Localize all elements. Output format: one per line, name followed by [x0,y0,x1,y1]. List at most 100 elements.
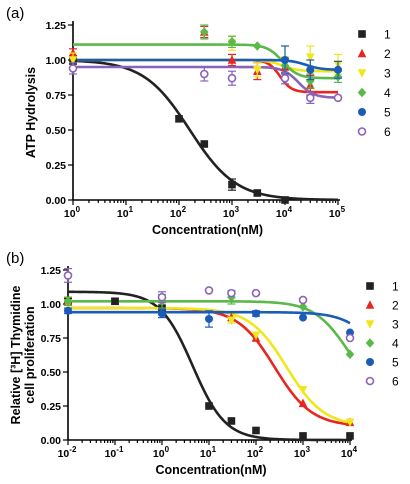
y-tick-label: 0.75 [46,90,67,102]
y-tick-label: 0.50 [46,125,67,137]
fit-curve-series-5 [73,58,339,71]
legend: 1 2 3 4 5 6 [365,280,399,389]
data-point-series-5 [158,309,166,318]
x-tick-label: 10-1 [105,445,124,460]
x-tick-exponent: 3 [235,205,240,214]
x-tick-label: 102 [247,445,264,460]
y-tick-label: 1.00 [41,299,62,311]
x-axis-title: Concentration(nM) [152,223,263,237]
x-tick-label: 104 [276,205,293,220]
data-point-series-6 [251,288,261,298]
legend-marker-2 [357,48,367,58]
legend-marker-5 [366,358,374,366]
data-point-series-4 [298,301,308,312]
data-point-series-6 [199,69,209,79]
data-point-series-1 [205,402,213,410]
y-tick-label: 0.00 [41,435,62,447]
legend-marker-2 [365,300,375,309]
data-point-series-5 [281,56,289,64]
data-point-series-4 [63,296,73,307]
data-point-series-1 [227,417,236,425]
y-tick-label: 0.75 [41,333,62,345]
legend-marker-4 [365,338,375,348]
data-point-series-6 [227,288,236,298]
data-point-series-5 [205,314,213,323]
legend-marker-6 [365,376,375,386]
data-point-series-1 [281,196,289,204]
legend-label: 1 [384,28,391,42]
y-axis-title-line1: Relative [³H] Thymidine [9,286,23,425]
data-point-series-6 [333,93,343,103]
data-point-series-1 [253,189,262,197]
x-tick-base: 10 [341,448,353,460]
x-tick-base: 10 [153,448,165,460]
legend-label: 2 [392,299,399,313]
x-tick-label: 104 [341,445,358,460]
y-axis-title-line2: cell proliferation [23,306,37,403]
data-point-series-6 [227,73,237,83]
x-tick-exponent: 0 [165,445,170,454]
data-point-series-1 [252,426,260,435]
legend-label: 6 [384,125,391,139]
legend-label: 5 [384,106,391,120]
series-6 [63,268,355,343]
data-point-series-6 [68,64,78,73]
x-tick-exponent: 1 [129,205,134,214]
y-tick-label: 0.25 [41,401,62,413]
legend-label: 3 [384,67,391,81]
y-tick-label: 1.25 [46,20,67,32]
x-tick-label: 100 [64,205,81,220]
x-tick-base: 10 [64,208,76,220]
data-point-series-4 [199,27,209,37]
data-point-series-4 [345,349,355,360]
legend-label: 5 [392,356,399,370]
x-tick-label: 10-2 [58,445,77,460]
data-point-series-6 [305,93,315,103]
data-point-series-1 [299,432,307,440]
legend-marker-3 [357,69,367,78]
data-point-series-6 [298,295,308,305]
legend-label: 6 [392,375,399,389]
legend: 1 2 3 4 5 6 [357,28,391,139]
series-1 [69,55,289,204]
data-point-series-5 [252,309,260,318]
x-tick-label: 101 [200,445,217,460]
x-axis-title: Concentration(nM) [155,463,266,477]
panel-label: (b) [6,250,24,267]
x-tick-label: 102 [170,205,187,220]
y-tick-label: 1.00 [46,55,67,67]
data-point-series-3 [345,418,355,428]
x-tick-exponent: 2 [182,205,187,214]
x-tick-exponent: -1 [116,445,124,454]
legend-label: 2 [384,47,391,61]
data-point-series-3 [298,385,308,395]
data-point-series-1 [111,297,119,306]
data-point-series-1 [200,140,209,148]
x-tick-label: 101 [117,205,134,220]
y-tick-label: 1.25 [41,265,62,277]
y-tick-label: 0.50 [41,367,62,379]
data-point-series-5 [64,306,72,315]
legend-marker-1 [358,30,366,38]
legend-marker-5 [358,108,366,116]
data-point-series-6 [204,286,214,295]
data-point-series-1 [175,115,183,123]
x-tick-label: 103 [223,205,240,220]
data-point-series-4 [305,76,315,86]
series-6 [68,62,343,105]
data-point-series-2 [227,55,237,64]
x-tick-exponent: 1 [212,445,217,454]
x-tick-base: 10 [105,448,117,460]
data-point-series-6 [345,333,355,343]
legend-marker-4 [357,87,367,98]
x-tick-exponent: 5 [341,205,346,214]
x-tick-base: 10 [294,448,306,460]
data-point-series-4 [252,41,262,51]
x-tick-base: 10 [329,208,341,220]
x-tick-base: 10 [117,208,129,220]
x-tick-label: 103 [294,445,311,460]
legend-label: 4 [392,337,399,351]
x-tick-base: 10 [170,208,182,220]
